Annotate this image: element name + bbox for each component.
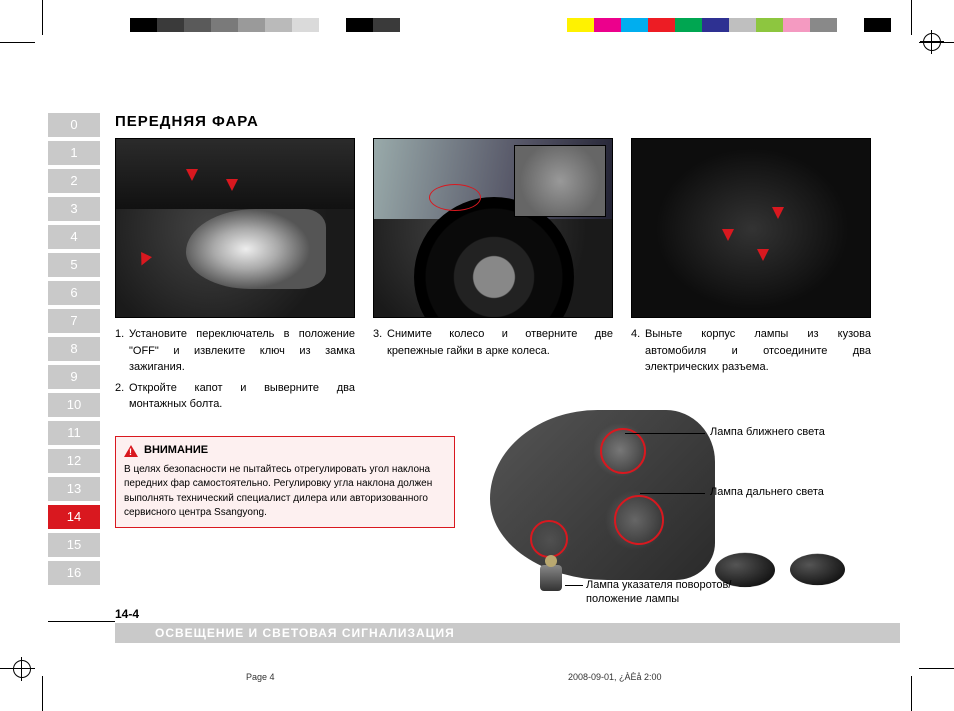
swatch — [729, 18, 756, 32]
swatch — [346, 18, 373, 32]
swatch — [648, 18, 675, 32]
chapter-tab: 1 — [48, 141, 100, 165]
chapter-tab: 11 — [48, 421, 100, 445]
warning-icon — [124, 445, 138, 457]
crop-mark — [911, 676, 912, 711]
chapter-tab: 6 — [48, 281, 100, 305]
lamp-body-illustration — [490, 410, 715, 580]
swatch — [130, 18, 157, 32]
color-swatches-color — [540, 18, 891, 32]
swatch — [675, 18, 702, 32]
page-content: ПЕРЕДНЯЯ ФАРА 1.Установите переключатель… — [115, 113, 895, 417]
step-number: 2. — [115, 380, 129, 413]
swatch — [157, 18, 184, 32]
leader-line — [625, 433, 705, 434]
leader-line — [565, 585, 583, 586]
swatch — [837, 18, 864, 32]
step-caption: 4.Выньте корпус лампы из кузова автомоби… — [631, 326, 871, 376]
step-caption: 3.Снимите колесо и отверните две крепежн… — [373, 326, 613, 359]
chapter-tab: 5 — [48, 253, 100, 277]
swatch — [540, 18, 567, 32]
step-number: 1. — [115, 326, 129, 376]
step-text: 4.Выньте корпус лампы из кузова автомоби… — [631, 326, 871, 376]
swatch — [292, 18, 319, 32]
crop-mark — [42, 0, 43, 35]
bulb-plug-illustration — [540, 565, 562, 591]
swatch — [621, 18, 648, 32]
swatch — [756, 18, 783, 32]
chapter-tab: 9 — [48, 365, 100, 389]
chapter-tabs: 012345678910111213141516 — [48, 113, 100, 589]
low-beam-marker — [600, 428, 646, 474]
chapter-tab: 3 — [48, 197, 100, 221]
warning-title: ВНИМАНИЕ — [144, 443, 208, 459]
step-column: 1.Установите переключатель в положение "… — [115, 138, 355, 417]
swatch — [567, 18, 594, 32]
swatch — [319, 18, 346, 32]
footer-bar: 14-4 ОСВЕЩЕНИЕ И СВЕТОВАЯ СИГНАЛИЗАЦИЯ — [115, 623, 900, 643]
swatch — [238, 18, 265, 32]
swatch — [265, 18, 292, 32]
callout-turn-lamp: Лампа указателя поворотов/положение ламп… — [586, 578, 746, 607]
warning-text: В целях безопасности не пытайтесь отрегу… — [124, 463, 446, 521]
step-photo-3 — [631, 138, 871, 318]
registration-mark — [923, 33, 941, 51]
step-text: 3.Снимите колесо и отверните две крепежн… — [373, 326, 613, 359]
swatch — [810, 18, 837, 32]
high-beam-marker — [614, 495, 664, 545]
page-title: ПЕРЕДНЯЯ ФАРА — [115, 113, 895, 130]
instruction-row: 1.Установите переключатель в положение "… — [115, 138, 895, 417]
crop-mark — [0, 42, 35, 43]
swatch — [211, 18, 238, 32]
swatch — [594, 18, 621, 32]
crop-mark — [919, 668, 954, 669]
callout-high-beam: Лампа дальнего света — [710, 486, 824, 498]
chapter-tab: 8 — [48, 337, 100, 361]
swatch — [864, 18, 891, 32]
section-title: ОСВЕЩЕНИЕ И СВЕТОВАЯ СИГНАЛИЗАЦИЯ — [155, 626, 455, 640]
step-number: 3. — [373, 326, 387, 359]
step-column: 4.Выньте корпус лампы из кузова автомоби… — [631, 138, 871, 417]
step-caption: 1.Установите переключатель в положение "… — [115, 326, 355, 413]
step-description: Установите переключатель в положение "OF… — [129, 326, 355, 376]
footer-date: 2008-09-01, ¿ÀÈå 2:00 — [568, 672, 662, 682]
chapter-tab: 14 — [48, 505, 100, 529]
warning-header: ВНИМАНИЕ — [124, 443, 446, 459]
chapter-tab: 12 — [48, 449, 100, 473]
lamp-cap-illustration — [790, 554, 845, 586]
crop-mark — [911, 0, 912, 35]
footer-rule — [48, 621, 115, 622]
step-text: 1.Установите переключатель в положение "… — [115, 326, 355, 376]
chapter-tab: 4 — [48, 225, 100, 249]
swatch — [184, 18, 211, 32]
step-number: 4. — [631, 326, 645, 376]
step-text: 2.Откройте капот и выверните два монтажн… — [115, 380, 355, 413]
swatch — [373, 18, 400, 32]
footer-page-label: Page 4 — [246, 672, 275, 682]
callout-low-beam: Лампа ближнего света — [710, 426, 825, 438]
chapter-tab: 2 — [48, 169, 100, 193]
warning-box: ВНИМАНИЕ В целях безопасности не пытайте… — [115, 436, 455, 528]
step-description: Выньте корпус лампы из кузова автомобиля… — [645, 326, 871, 376]
step-photo-2 — [373, 138, 613, 318]
chapter-tab: 7 — [48, 309, 100, 333]
swatch — [783, 18, 810, 32]
chapter-tab: 13 — [48, 477, 100, 501]
chapter-tab: 10 — [48, 393, 100, 417]
chapter-tab: 16 — [48, 561, 100, 585]
step-column: 3.Снимите колесо и отверните две крепежн… — [373, 138, 613, 417]
step-description: Снимите колесо и отверните две крепежные… — [387, 326, 613, 359]
swatch — [702, 18, 729, 32]
step-photo-1 — [115, 138, 355, 318]
color-swatches-gray — [130, 18, 400, 32]
registration-mark — [13, 660, 31, 678]
leader-line — [640, 493, 705, 494]
page-number: 14-4 — [115, 607, 139, 621]
chapter-tab: 15 — [48, 533, 100, 557]
chapter-tab: 0 — [48, 113, 100, 137]
crop-mark — [42, 676, 43, 711]
step-description: Откройте капот и выверните два монтажных… — [129, 380, 355, 413]
turn-lamp-marker — [530, 520, 568, 558]
